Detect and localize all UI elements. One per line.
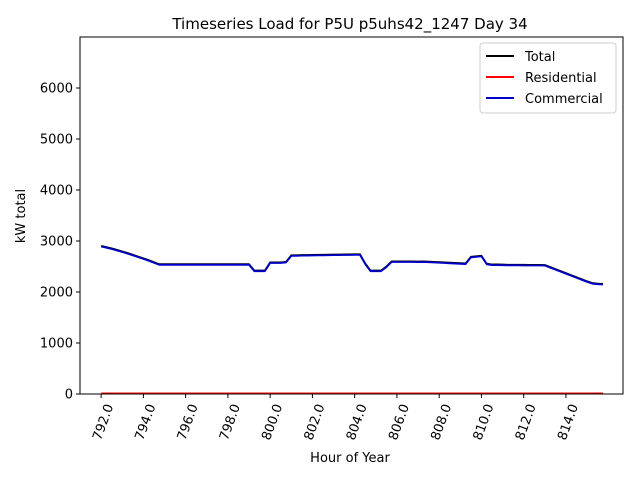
legend-label-residential: Residential (525, 71, 597, 86)
y-axis: 0 1000 2000 3000 4000 5000 6000 (40, 82, 80, 403)
legend: Total Residential Commercial (479, 42, 617, 114)
y-tick-label: 5000 (40, 133, 73, 148)
y-tick-label: 6000 (40, 82, 73, 97)
legend-box (479, 42, 617, 114)
y-axis-label: kW total (14, 189, 29, 243)
y-tick-label: 2000 (40, 286, 73, 301)
chart-title: Timeseries Load for P5U p5uhs42_1247 Day… (171, 15, 527, 34)
y-tick-label: 0 (65, 388, 73, 403)
x-axis-label: Hour of Year (310, 451, 390, 466)
legend-label-commercial: Commercial (525, 92, 603, 107)
y-tick-label: 3000 (40, 235, 73, 250)
y-tick-label: 4000 (40, 184, 73, 199)
series-line-commercial (100, 245, 603, 286)
plot-border (79, 36, 624, 395)
legend-label-total: Total (524, 50, 555, 65)
series-layer (100, 244, 603, 395)
y-tick-label: 1000 (40, 337, 73, 352)
